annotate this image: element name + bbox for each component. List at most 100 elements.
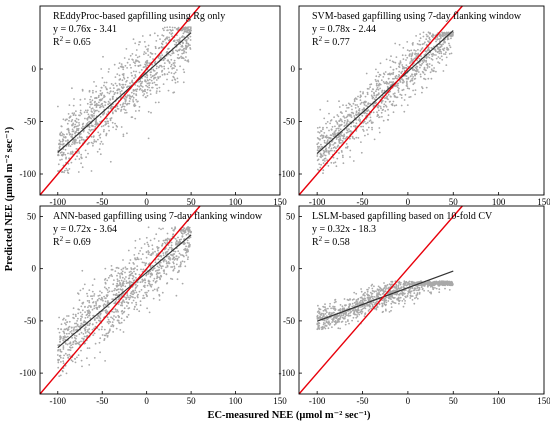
- data-point: [124, 95, 127, 98]
- data-point: [108, 286, 110, 289]
- data-point: [92, 301, 94, 304]
- data-point: [120, 285, 123, 288]
- data-point: [390, 81, 393, 83]
- data-point: [57, 163, 60, 166]
- data-point: [161, 244, 164, 247]
- data-point: [338, 129, 340, 132]
- data-point: [88, 309, 90, 312]
- data-point: [75, 121, 78, 124]
- data-point: [387, 300, 390, 302]
- data-point: [413, 292, 416, 294]
- data-point: [102, 143, 104, 145]
- data-point: [402, 58, 405, 60]
- data-point: [318, 328, 321, 330]
- data-point: [450, 52, 453, 55]
- data-point: [72, 113, 75, 116]
- data-point: [171, 278, 174, 280]
- data-point: [369, 102, 371, 105]
- data-point: [444, 41, 446, 44]
- y-tick-label: -50: [24, 117, 36, 127]
- data-point: [91, 297, 94, 300]
- data-point: [355, 122, 358, 125]
- data-point: [406, 56, 409, 59]
- data-point: [98, 341, 101, 344]
- data-point: [84, 328, 87, 331]
- data-point: [123, 77, 126, 80]
- data-point: [147, 273, 150, 275]
- data-point: [129, 54, 132, 57]
- data-point: [99, 313, 102, 316]
- data-point: [111, 105, 113, 108]
- data-point: [147, 289, 150, 292]
- data-point: [391, 82, 394, 84]
- data-point: [66, 343, 69, 346]
- data-point: [416, 293, 419, 296]
- data-point: [119, 329, 122, 331]
- data-point: [388, 311, 391, 313]
- data-point: [99, 337, 102, 340]
- data-point: [84, 321, 87, 323]
- data-point: [325, 150, 328, 153]
- data-point: [76, 342, 79, 344]
- data-point: [106, 294, 109, 296]
- data-point: [112, 293, 115, 296]
- data-point: [162, 27, 164, 30]
- data-point: [105, 81, 108, 84]
- data-point: [158, 294, 161, 297]
- data-point: [143, 90, 146, 92]
- data-point: [427, 77, 430, 80]
- data-point: [128, 100, 131, 102]
- data-point: [93, 293, 96, 295]
- data-point: [113, 289, 115, 292]
- data-point: [333, 131, 336, 134]
- data-point: [335, 317, 338, 320]
- data-point: [81, 365, 83, 368]
- data-point: [156, 265, 159, 268]
- data-point: [95, 124, 98, 126]
- data-point: [93, 111, 96, 113]
- one-to-one-line: [39, 205, 201, 395]
- data-point: [401, 292, 404, 295]
- data-point: [163, 67, 166, 70]
- data-point: [77, 127, 80, 130]
- data-point: [409, 80, 412, 83]
- data-point: [166, 26, 169, 29]
- data-point: [432, 53, 435, 56]
- data-point: [109, 160, 112, 163]
- data-point: [143, 284, 146, 287]
- data-point: [148, 282, 150, 285]
- data-point: [123, 108, 125, 111]
- data-point: [421, 62, 424, 65]
- data-point: [388, 81, 391, 84]
- data-point: [339, 308, 342, 310]
- data-point: [171, 29, 174, 31]
- data-point: [92, 128, 94, 131]
- data-point: [74, 140, 76, 142]
- data-point: [189, 44, 191, 47]
- data-point: [78, 139, 81, 142]
- data-point: [125, 282, 128, 284]
- data-point: [352, 309, 354, 311]
- data-point: [60, 131, 63, 134]
- data-point: [429, 71, 432, 74]
- data-point: [110, 83, 113, 85]
- data-point: [392, 296, 395, 299]
- data-point: [104, 304, 107, 306]
- data-point: [74, 339, 76, 342]
- data-point: [373, 98, 376, 100]
- regression-equation: y = 0.78x - 2.44: [312, 24, 376, 35]
- data-point: [321, 327, 324, 329]
- data-point: [174, 250, 177, 253]
- data-point: [82, 333, 85, 335]
- data-point: [160, 274, 162, 277]
- data-point: [439, 43, 442, 46]
- x-tick-label: 0: [144, 197, 149, 207]
- data-point: [62, 345, 65, 347]
- data-point: [113, 315, 115, 317]
- data-point: [131, 81, 133, 83]
- data-point: [104, 86, 107, 88]
- data-point: [382, 289, 384, 292]
- x-tick-label: 0: [406, 197, 411, 207]
- data-point: [317, 147, 320, 150]
- data-point: [146, 61, 149, 63]
